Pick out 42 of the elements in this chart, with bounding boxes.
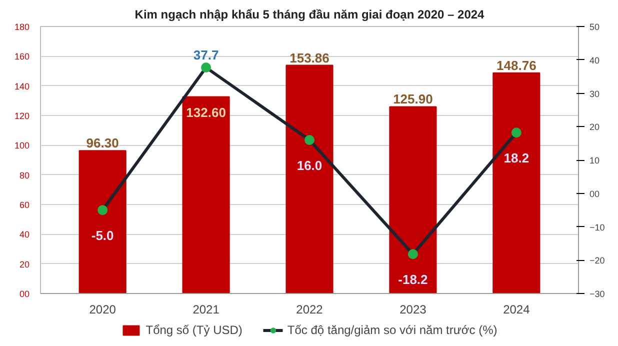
x-tick-label: 2024 bbox=[503, 302, 530, 316]
legend-label: Tốc độ tăng/giảm so với năm trước (%) bbox=[287, 323, 498, 337]
y-tick-label: 80 bbox=[19, 170, 30, 180]
y-tick-label: 120 bbox=[14, 111, 30, 121]
y-tick-label: 40 bbox=[19, 230, 30, 240]
y2-tick-label: −20 bbox=[590, 256, 605, 266]
data-label: 37.7 bbox=[193, 48, 219, 63]
y2-tick-label: 30 bbox=[590, 88, 600, 99]
y-tick-label: 100 bbox=[14, 140, 30, 151]
y2-tick-label: 20 bbox=[590, 122, 600, 132]
x-tick-label: 2021 bbox=[192, 302, 220, 316]
y2-tick-label: −30 bbox=[590, 289, 605, 299]
bar bbox=[492, 72, 540, 294]
bar bbox=[286, 64, 334, 294]
data-label: 125.90 bbox=[393, 92, 433, 107]
data-label: -5.0 bbox=[91, 228, 114, 244]
data-label: 16.0 bbox=[296, 158, 322, 173]
y2-tick-label: 00 bbox=[590, 188, 600, 199]
data-label: -18.2 bbox=[398, 272, 428, 288]
x-tick-label: 2023 bbox=[400, 302, 427, 316]
bar bbox=[182, 96, 230, 294]
y-tick-label: 60 bbox=[19, 200, 30, 210]
data-label: 96.30 bbox=[86, 136, 119, 151]
data-label: 132.60 bbox=[186, 104, 226, 120]
data-label: 153.86 bbox=[290, 50, 330, 66]
bar bbox=[389, 106, 437, 294]
legend-label: Tổng số (Tỷ USD) bbox=[146, 323, 242, 337]
y-tick-label: 140 bbox=[14, 81, 30, 92]
chart-title: Kim ngạch nhập khẩu 5 tháng đầu năm giai đoạn 2020 – 2024 bbox=[134, 8, 485, 22]
y-tick-label: 160 bbox=[14, 52, 30, 62]
y2-tick-label: 50 bbox=[590, 22, 600, 32]
y-tick-label: 180 bbox=[14, 22, 30, 32]
x-tick-label: 2022 bbox=[296, 302, 324, 316]
data-label: 18.2 bbox=[504, 150, 530, 166]
y-tick-label: 20 bbox=[19, 259, 30, 270]
bar bbox=[78, 150, 126, 294]
y2-tick-label: −10 bbox=[590, 222, 605, 232]
y2-tick-label: 40 bbox=[590, 55, 600, 66]
y2-tick-label: 10 bbox=[590, 156, 600, 166]
y-tick-label: 00 bbox=[19, 289, 30, 299]
x-tick-label: 2020 bbox=[89, 302, 116, 316]
data-label: 148.76 bbox=[496, 58, 536, 73]
